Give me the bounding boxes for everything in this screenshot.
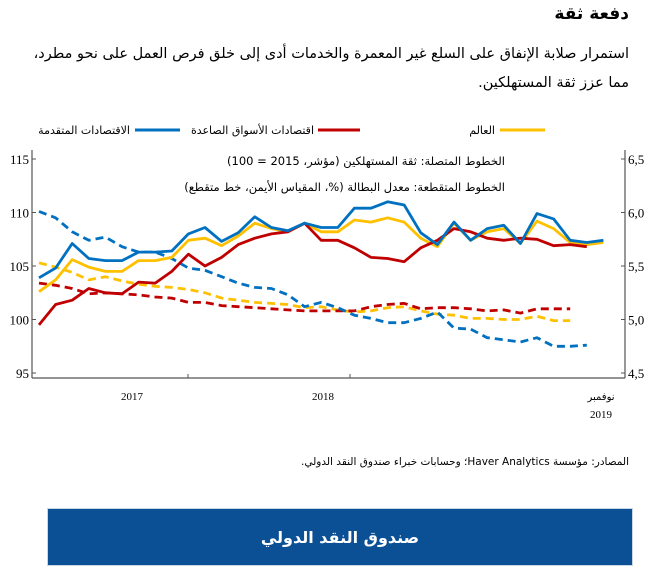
right-tick-label: 4,5 [628,366,644,381]
line-chart: العالم اقتصادات الأسواق الصاعدة الاقتصاد… [0,0,651,420]
right-tick-label: 5,5 [628,259,644,274]
annotation-solid-lines: الخطوط المتصلة: ثقة المستهلكين (مؤشر، 20… [227,154,505,169]
legend-label-world: العالم [469,124,495,137]
imf-link-button[interactable]: صندوق النقد الدولي [47,508,633,566]
series-line-emerging-dashed [39,283,570,313]
left-tick-label: 105 [10,259,30,274]
left-tick-label: 95 [16,366,29,381]
right-tick-label: 6,0 [628,206,644,221]
right-tick-label: 6,5 [628,152,644,167]
annotation-dashed-lines: الخطوط المتقطعة: معدل البطالة (%، المقيا… [184,180,505,195]
x-tick-label-2019: 2019 [590,409,613,420]
x-tick-label-november: نوفمبر [586,392,614,403]
legend: العالم اقتصادات الأسواق الصاعدة الاقتصاد… [38,123,545,137]
legend-label-advanced: الاقتصادات المتقدمة [38,124,130,137]
legend-label-emerging: اقتصادات الأسواق الصاعدة [191,123,314,137]
left-tick-label: 115 [10,152,29,167]
x-tick-label-2017: 2017 [121,391,144,403]
right-tick-label: 5,0 [628,313,644,328]
x-tick-label-2018: 2018 [312,391,335,403]
left-tick-label: 100 [10,313,30,328]
source-note: المصادر: مؤسسة Haver Analytics؛ وحسابات … [301,456,629,468]
left-tick-label: 110 [10,206,29,221]
